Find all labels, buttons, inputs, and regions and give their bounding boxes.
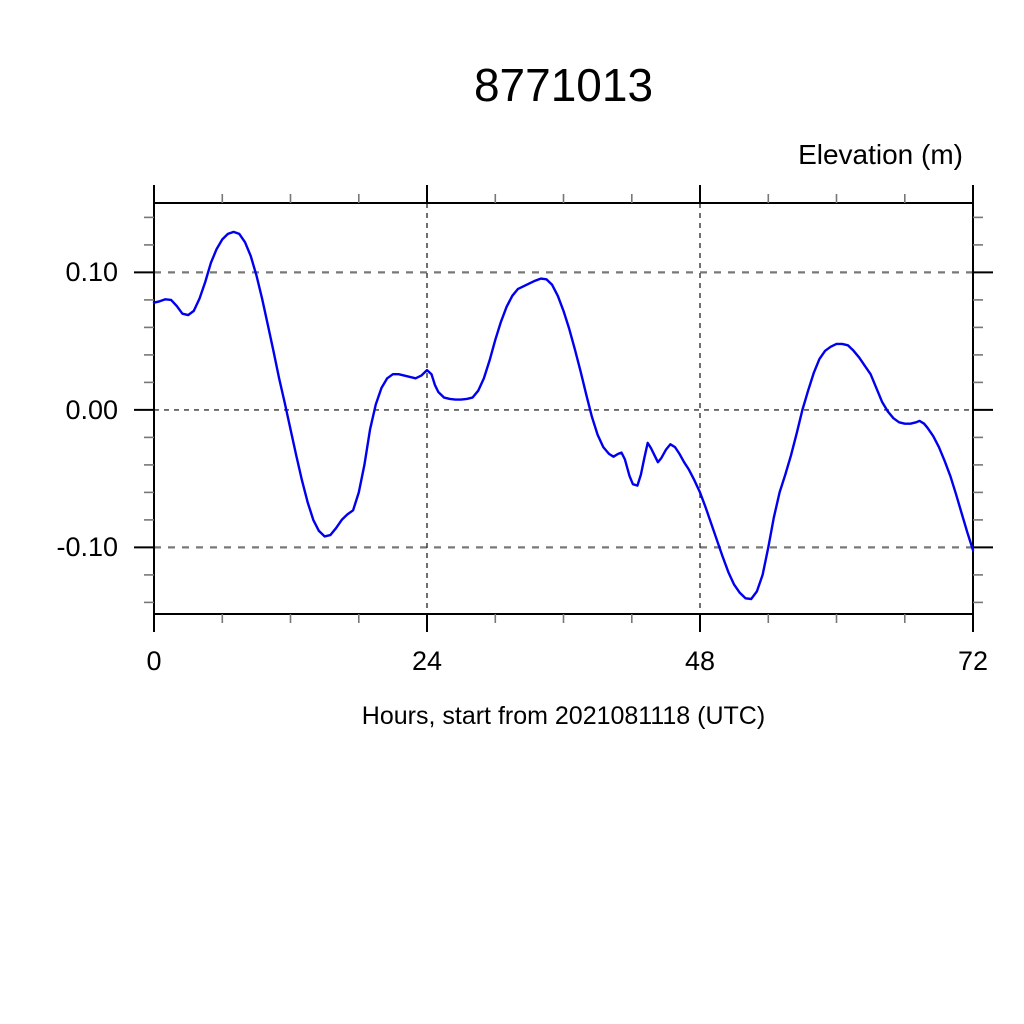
x-tick-label: 0 [146, 646, 162, 676]
y-tick-label: 0.10 [65, 257, 118, 287]
y-tick-label: 0.00 [65, 395, 118, 425]
x-tick-label: 48 [684, 646, 716, 676]
x-tick-label: 72 [957, 646, 989, 676]
y-axis-title: Elevation (m) [798, 139, 963, 170]
y-tick-label: -0.10 [56, 532, 118, 562]
x-axis-title: Hours, start from 2021081118 (UTC) [361, 702, 766, 730]
elevation-line [152, 230, 975, 601]
x-tick-label: 24 [411, 646, 443, 676]
chart-title: 8771013 [473, 59, 654, 111]
plot-frame [153, 202, 974, 615]
